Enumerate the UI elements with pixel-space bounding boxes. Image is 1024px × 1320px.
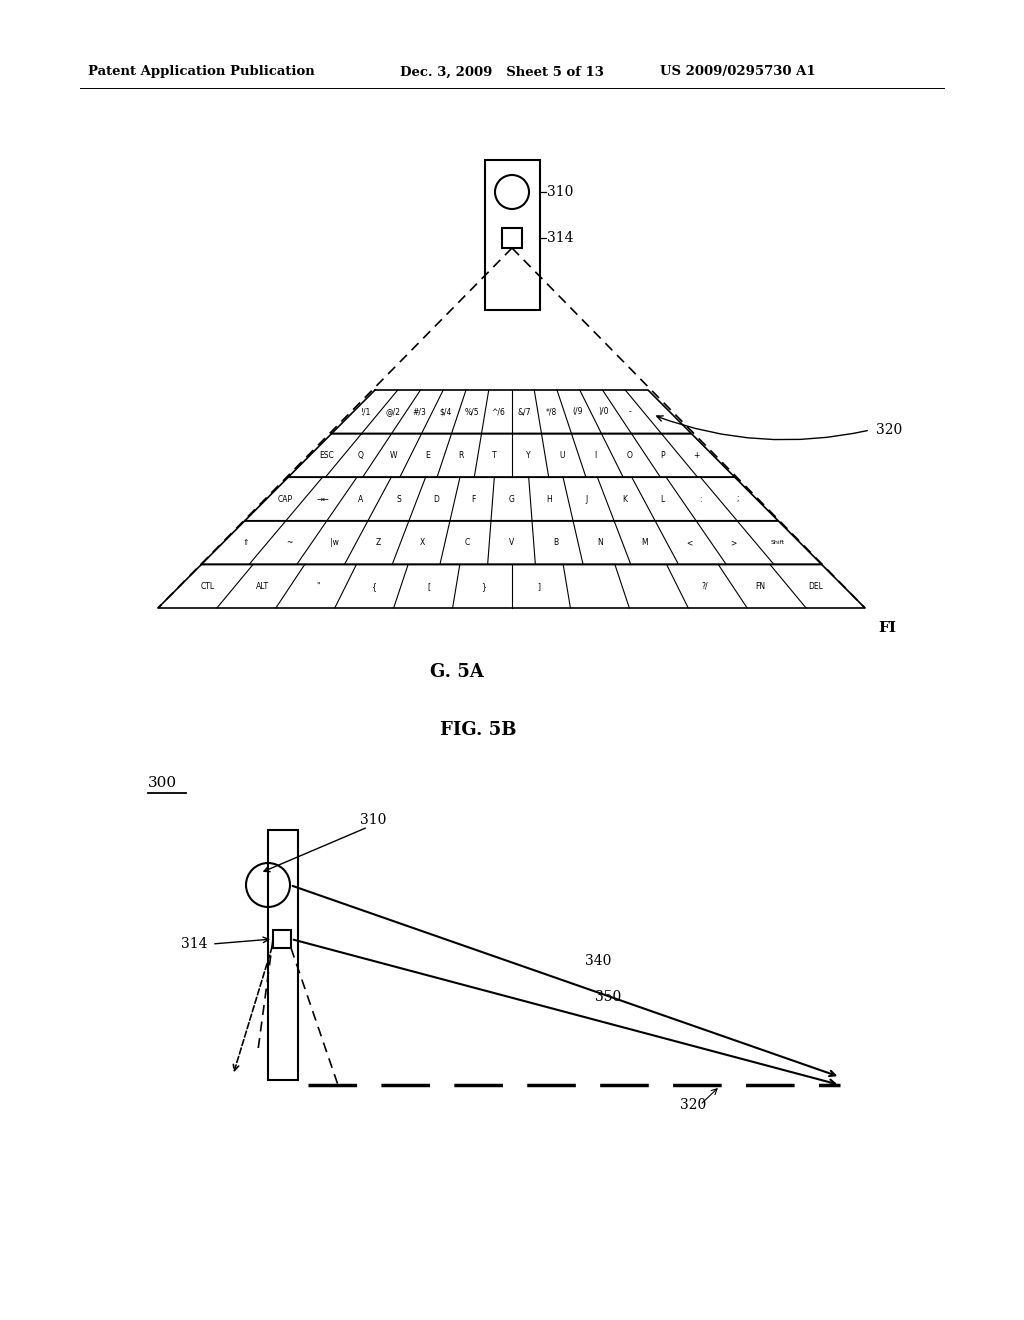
Text: &/7: &/7 (518, 408, 531, 416)
Text: #/3: #/3 (413, 408, 426, 416)
Text: Z: Z (376, 539, 381, 546)
Bar (268, 830, 298, 1080)
Text: Q: Q (357, 451, 364, 459)
Text: 300: 300 (148, 776, 177, 789)
Text: ": " (316, 582, 319, 591)
Text: R: R (459, 451, 464, 459)
Bar (273, 931, 291, 948)
Text: ALT: ALT (256, 582, 269, 591)
Text: ~: ~ (287, 539, 293, 546)
Text: ESC: ESC (319, 451, 334, 459)
Text: Y: Y (526, 451, 530, 459)
Text: T: T (493, 451, 497, 459)
Text: <: < (686, 539, 692, 546)
Text: FIG. 5B: FIG. 5B (440, 721, 516, 739)
Text: 350: 350 (596, 990, 622, 1005)
Text: }: } (481, 582, 486, 591)
Bar (484, 160, 540, 310)
Text: ?/: ?/ (701, 582, 709, 591)
Text: CTL: CTL (201, 582, 214, 591)
Text: J: J (586, 495, 588, 503)
Text: $/4: $/4 (439, 408, 452, 416)
Text: D: D (433, 495, 439, 503)
Text: {: { (371, 582, 376, 591)
Text: US 2009/0295730 A1: US 2009/0295730 A1 (660, 66, 816, 78)
Text: _: _ (654, 408, 658, 416)
Text: @/2: @/2 (385, 408, 400, 416)
Text: Dec. 3, 2009   Sheet 5 of 13: Dec. 3, 2009 Sheet 5 of 13 (400, 66, 604, 78)
Text: %/5: %/5 (465, 408, 479, 416)
Text: A: A (358, 495, 364, 503)
Text: I: I (594, 451, 597, 459)
Text: DEL: DEL (808, 582, 823, 591)
Text: N: N (597, 539, 603, 546)
Text: 320: 320 (680, 1098, 707, 1111)
Text: 320: 320 (876, 422, 902, 437)
Text: 310: 310 (360, 813, 386, 828)
Text: !/1: !/1 (361, 408, 372, 416)
Text: |w: |w (330, 539, 339, 546)
Text: G: G (509, 495, 514, 503)
Text: P: P (660, 451, 665, 459)
Text: ⇑: ⇑ (242, 539, 249, 546)
Text: L: L (660, 495, 665, 503)
Text: >: > (730, 539, 736, 546)
Text: )/0: )/0 (599, 408, 609, 416)
Text: H: H (547, 495, 552, 503)
Text: V: V (509, 539, 514, 546)
Text: 310: 310 (548, 185, 573, 199)
Text: -: - (629, 408, 632, 416)
Text: S: S (396, 495, 400, 503)
Text: +: + (693, 451, 699, 459)
Text: U: U (559, 451, 564, 459)
Text: W: W (390, 451, 397, 459)
Text: ;: ; (736, 495, 739, 503)
Text: X: X (420, 539, 425, 546)
Text: F: F (472, 495, 476, 503)
Text: :: : (698, 495, 701, 503)
Text: Shift: Shift (771, 540, 784, 545)
Text: (/9: (/9 (572, 408, 583, 416)
Text: */8: */8 (546, 408, 557, 416)
Bar (502, 228, 522, 248)
Text: CAP: CAP (278, 495, 293, 503)
Text: ]: ] (538, 582, 541, 591)
Text: [: [ (427, 582, 430, 591)
Text: O: O (626, 451, 632, 459)
Text: C: C (465, 539, 470, 546)
Text: B: B (553, 539, 558, 546)
Text: FI: FI (878, 620, 896, 635)
Text: Patent Application Publication: Patent Application Publication (88, 66, 314, 78)
Text: 314: 314 (548, 231, 574, 246)
Text: M: M (641, 539, 648, 546)
Text: E: E (425, 451, 430, 459)
Text: ^/6: ^/6 (492, 408, 505, 416)
Text: K: K (622, 495, 627, 503)
Text: FN: FN (756, 582, 765, 591)
Text: →←: →← (316, 495, 330, 503)
Text: 314: 314 (181, 937, 208, 950)
Text: G. 5A: G. 5A (430, 663, 484, 681)
Text: 340: 340 (585, 954, 611, 968)
